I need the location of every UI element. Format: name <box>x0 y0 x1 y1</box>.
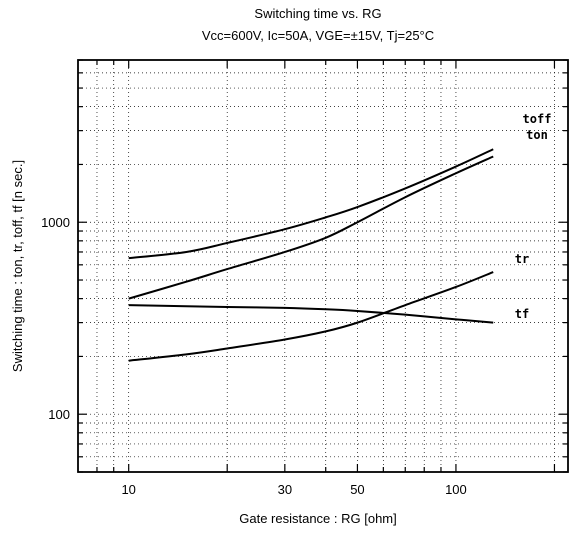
series-label-toff: toff <box>523 112 552 126</box>
series-line-tr <box>128 271 494 362</box>
plot-frame <box>77 59 569 473</box>
series-labels: toff ton tr tf <box>515 112 552 321</box>
curves <box>128 148 494 362</box>
y-axis-label: Switching time : ton, tr, toff, tf [n se… <box>10 160 25 372</box>
series-line-ton <box>128 155 494 300</box>
x-tick-label: 10 <box>121 482 135 497</box>
axis-ticks <box>78 59 568 473</box>
series-line-toff <box>128 148 494 260</box>
grid <box>78 59 568 473</box>
tick-labels: 10 30 50 100 100 1000 <box>41 215 467 497</box>
x-tick-label: 100 <box>445 482 467 497</box>
chart-title: Switching time vs. RG <box>254 6 381 21</box>
series-label-tr: tr <box>515 252 529 266</box>
y-tick-label: 1000 <box>41 215 70 230</box>
x-axis-label: Gate resistance : RG [ohm] <box>239 511 397 526</box>
y-tick-label: 100 <box>48 407 70 422</box>
series-line-tf <box>128 304 494 324</box>
x-tick-label: 50 <box>350 482 364 497</box>
series-label-ton: ton <box>526 128 548 142</box>
x-tick-label: 30 <box>278 482 292 497</box>
series-label-tf: tf <box>515 307 529 321</box>
chart-subtitle: Vcc=600V, Ic=50A, VGE=±15V, Tj=25°C <box>202 28 434 43</box>
